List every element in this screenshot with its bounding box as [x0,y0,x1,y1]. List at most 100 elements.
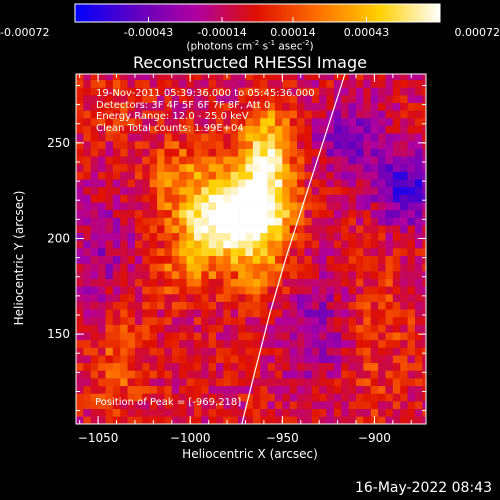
heatmap-cell [252,393,261,402]
heatmap-cell [333,270,342,279]
heatmap-cell [252,240,261,249]
heatmap-cell [370,362,379,371]
heatmap-cell [422,140,426,149]
heatmap-cell [311,79,320,88]
heatmap-cell [414,324,423,333]
heatmap-cell [378,74,386,81]
heatmap-cell [179,416,187,424]
heatmap-cell [341,87,349,96]
heatmap-cell [216,309,224,318]
heatmap-cell [208,148,217,157]
heatmap-cell [414,301,423,310]
heatmap-cell [378,378,386,387]
heatmap-cell [289,248,298,256]
heatmap-cell [282,293,290,302]
heatmap-cell [157,293,165,302]
heatmap-cell [76,79,84,88]
heatmap-cell [341,232,349,241]
heatmap-cell [120,156,128,165]
heatmap-cell [98,401,106,409]
heatmap-cell [171,194,180,203]
heatmap-cell [422,278,426,287]
heatmap-cell [341,133,349,142]
heatmap-cell [333,194,342,203]
heatmap-cell [171,74,180,81]
heatmap-cell [407,355,416,364]
heatmap-cell [98,286,106,295]
heatmap-cell [149,309,158,318]
heatmap-cell [297,316,305,325]
heatmap-cell [238,217,246,226]
heatmap-cell [245,95,254,103]
heatmap-cell [392,163,401,172]
heatmap-cell [414,133,423,142]
heatmap-cell [392,194,401,203]
heatmap-cell [400,232,408,241]
heatmap-cell [193,370,202,379]
heatmap-cell [414,117,423,126]
heatmap-cell [326,232,335,241]
heatmap-cell [179,355,187,364]
heatmap-cell [223,339,232,348]
heatmap-cell [252,102,261,111]
heatmap-cell [414,194,423,203]
heatmap-cell [134,171,143,180]
heatmap-cell [356,240,364,249]
heatmap-cell [134,79,143,88]
heatmap-cell [363,401,372,409]
heatmap-cell [186,332,195,341]
heatmap-cell [282,355,290,364]
observation-annotations: 19-Nov-2011 05:39:36.000 to 05:45:36.000… [96,88,315,134]
heatmap-cell [311,209,320,218]
heatmap-cell [83,378,92,387]
heatmap-cell [164,110,173,119]
heatmap-cell [127,370,136,379]
heatmap-cell [400,209,408,218]
heatmap-cell [83,278,92,287]
heatmap-cell [171,110,180,119]
heatmap-cell [193,163,202,172]
heatmap-cell [157,102,165,111]
heatmap-cell [289,324,298,333]
heatmap-cell [378,248,386,256]
heatmap-cell [142,416,150,424]
heatmap-cell [304,225,313,234]
heatmap-cell [356,110,364,119]
heatmap-cell [142,332,150,341]
heatmap-cell [105,362,114,371]
heatmap-cell [260,263,268,272]
heatmap-cell [348,385,357,394]
heatmap-cell [319,416,327,424]
heatmap-cell [193,324,202,333]
heatmap-cell [127,286,136,295]
heatmap-cell [112,133,121,142]
heatmap-cell [98,217,106,226]
heatmap-cell [179,186,187,195]
heatmap-cell [208,179,217,188]
heatmap-cell [267,301,276,310]
heatmap-cell [319,255,327,264]
heatmap-cell [407,179,416,188]
heatmap-cell [201,293,209,302]
heatmap-cell [326,240,335,249]
heatmap-cell [171,270,180,279]
heatmap-cell [414,156,423,165]
heatmap-cell [311,232,320,241]
heatmap-cell [245,110,254,119]
heatmap-cell [274,117,283,126]
heatmap-cell [127,194,136,203]
heatmap-cell [378,355,386,364]
heatmap-cell [76,347,84,356]
heatmap-cell [341,95,349,103]
heatmap-cell [319,301,327,310]
heatmap-cell [400,225,408,234]
heatmap-cell [385,87,394,96]
heatmap-cell [267,332,276,341]
heatmap-cell [333,156,342,165]
heatmap-cell [127,393,136,402]
heatmap-cell [230,148,239,157]
heatmap-cell [274,156,283,165]
heatmap-cell [297,263,305,272]
heatmap-cell [252,209,261,218]
heatmap-cell [414,408,423,417]
